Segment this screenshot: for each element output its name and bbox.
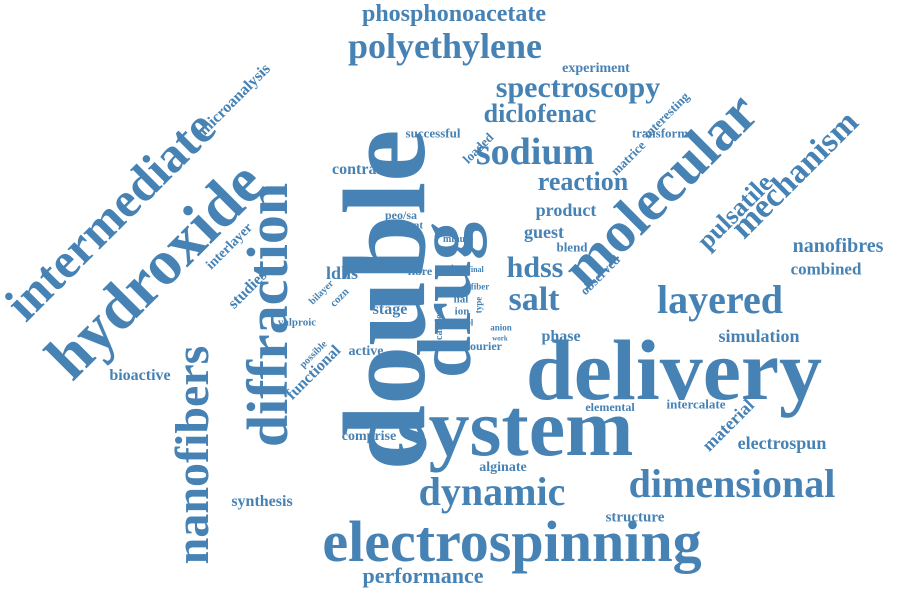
word-stage: stage — [373, 302, 408, 318]
word-intercalate: intercalate — [667, 398, 726, 411]
word-carrier: carrier — [435, 310, 445, 340]
word-fibre: fibre — [408, 265, 432, 277]
word-structure: structure — [606, 511, 665, 526]
word-amount: amount — [387, 221, 423, 232]
word-contrast: contrast — [332, 162, 388, 178]
word-polyethylene: polyethylene — [348, 28, 542, 64]
word-agent: agent — [372, 259, 400, 271]
word-valproic: valproic — [278, 318, 316, 329]
word-minute: minute — [443, 235, 473, 245]
word-time: time — [448, 265, 467, 275]
word-guest: guest — [524, 223, 564, 241]
word-microanalysis: microanalysis — [196, 61, 274, 139]
word-diclofenac: diclofenac — [484, 101, 597, 127]
word-layered: layered — [657, 280, 783, 320]
word-fiber: fiber — [471, 283, 490, 292]
word-nanofibers: nanofibers — [169, 346, 217, 565]
word-experiment: experiment — [562, 62, 630, 76]
word-dynamic: dynamic — [419, 472, 566, 512]
word-work: work — [492, 336, 508, 343]
word-alginate: alginate — [479, 461, 526, 475]
word-product: product — [536, 201, 597, 219]
word-transform: transform — [632, 127, 688, 140]
word-simulation: simulation — [718, 327, 799, 345]
word-final: final — [468, 266, 484, 274]
word-salt: salt — [509, 283, 560, 317]
word-comprise: comprise — [342, 430, 396, 444]
word-performance: performance — [363, 565, 484, 587]
word-synthesis: synthesis — [231, 494, 292, 510]
word-ion: ion — [455, 307, 470, 318]
word-nanofibres: nanofibres — [793, 236, 884, 256]
word-drug: drug — [407, 222, 483, 378]
word-blend: blend — [556, 241, 587, 254]
word-bioactive: bioactive — [109, 368, 170, 384]
word-combined: combined — [791, 261, 862, 278]
word-hdss: hdss — [507, 253, 564, 283]
word-phase: phase — [541, 329, 580, 345]
word-novel: novel — [453, 319, 474, 328]
word-type: type — [475, 297, 484, 314]
word-active: active — [349, 345, 384, 359]
word-ldhs: ldhs — [326, 264, 358, 282]
word-elemental: elemental — [585, 401, 634, 413]
word-electrospun: electrospun — [738, 434, 827, 452]
word-successful: successful — [406, 127, 461, 140]
word-lial: lial — [454, 295, 469, 306]
word-anion: anion — [490, 324, 512, 333]
word-phosphonoacetate: phosphonoacetate — [362, 2, 546, 26]
word-dimensional: dimensional — [629, 464, 836, 504]
